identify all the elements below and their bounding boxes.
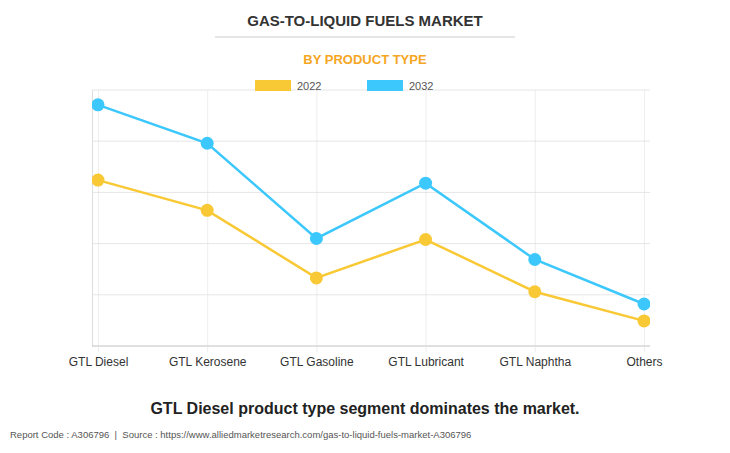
- x-tick: Others: [626, 90, 662, 369]
- x-tick-label: GTL Diesel: [69, 355, 129, 369]
- source: Report Code : A306796 | Source : https:/…: [10, 429, 471, 440]
- x-axis-line: [92, 346, 650, 347]
- legend: 2022 2032: [255, 80, 433, 92]
- x-tick-label: GTL Gasoline: [280, 355, 354, 369]
- series-point: [528, 285, 541, 298]
- legend-item: 2022: [255, 80, 321, 92]
- grid-line: [92, 141, 650, 142]
- series-point: [638, 298, 651, 311]
- legend-label: 2032: [409, 80, 433, 92]
- series-point: [92, 98, 105, 111]
- title-rule: [215, 37, 515, 38]
- x-tick-mark: [316, 90, 317, 352]
- grid-line: [92, 294, 650, 295]
- y-axis-line: [92, 91, 93, 347]
- legend-swatch: [367, 80, 403, 91]
- grid: [92, 90, 650, 346]
- x-tick: GTL Gasoline: [280, 90, 354, 369]
- x-tick-mark: [98, 90, 99, 352]
- caption: GTL Diesel product type segment dominate…: [150, 400, 579, 417]
- series-point: [92, 174, 105, 187]
- grid-line: [92, 192, 650, 193]
- x-tick-mark: [207, 90, 208, 352]
- legend-swatch: [255, 80, 291, 91]
- series-point: [419, 177, 432, 190]
- series-point: [528, 253, 541, 266]
- series-line: [98, 105, 644, 304]
- x-axis: GTL Diesel GTL Kerosene GTL Gasoline GTL Lu…: [69, 90, 663, 369]
- legend-item: 2032: [367, 80, 433, 92]
- title: GAS-TO-LIQUID FUELS MARKET: [247, 12, 483, 29]
- x-tick-mark: [644, 90, 645, 352]
- chart: GAS-TO-LIQUID FUELS MARKET BY PRODUCT TYP…: [0, 0, 730, 453]
- series-point: [310, 232, 323, 245]
- x-tick-label: GTL Naphtha: [499, 355, 571, 369]
- subtitle: BY PRODUCT TYPE: [303, 52, 427, 67]
- grid-line: [92, 243, 650, 244]
- x-tick-mark: [426, 90, 427, 352]
- x-tick-label: Others: [626, 355, 662, 369]
- series-point: [201, 137, 214, 150]
- grid-line: [92, 346, 650, 347]
- series-point: [201, 204, 214, 217]
- x-tick: GTL Diesel: [69, 90, 129, 369]
- x-tick: GTL Kerosene: [169, 90, 247, 369]
- marks: [92, 98, 650, 327]
- series-point: [638, 314, 651, 327]
- x-tick: GTL Naphtha: [499, 90, 571, 369]
- series-line: [98, 180, 644, 321]
- legend-label: 2022: [297, 80, 321, 92]
- y-axis: [92, 91, 94, 347]
- series-point: [419, 233, 432, 246]
- x-tick-label: GTL Kerosene: [169, 355, 247, 369]
- x-tick-label: GTL Lubricant: [388, 355, 464, 369]
- x-tick-mark: [535, 90, 536, 352]
- x-tick: GTL Lubricant: [388, 90, 464, 369]
- series-point: [310, 271, 323, 284]
